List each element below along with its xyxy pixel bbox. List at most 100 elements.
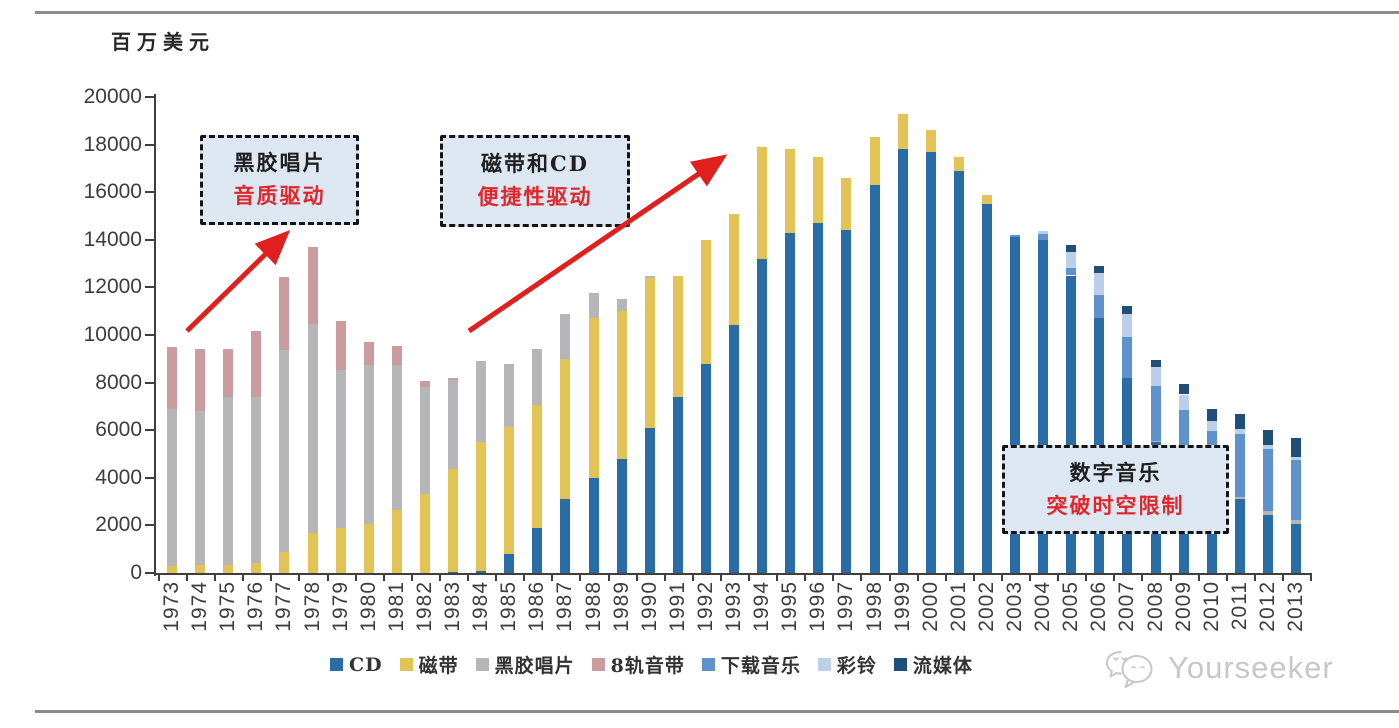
bar-segment-1983-8轨音带 xyxy=(448,377,458,381)
y-axis-tick-label: 4000 xyxy=(95,465,142,489)
x-axis-tick xyxy=(214,573,217,581)
bar-segment-1981-黑胶唱片 xyxy=(391,364,402,510)
bar-segment-2010-流媒体 xyxy=(1206,409,1217,422)
y-axis-tick xyxy=(145,524,154,527)
bar-segment-1981-8轨音带 xyxy=(391,346,402,365)
x-axis-tick xyxy=(579,573,582,581)
bar-segment-1975-磁带 xyxy=(223,564,234,573)
x-axis-tick xyxy=(944,573,947,581)
bar-segment-2009-流媒体 xyxy=(1178,383,1189,395)
bar-segment-1990-CD xyxy=(644,427,655,573)
bar-segment-2008-流媒体 xyxy=(1150,359,1161,368)
legend-swatch-彩铃 xyxy=(817,658,831,671)
y-axis-tick-label: 16000 xyxy=(83,180,142,204)
bar-segment-1981-磁带 xyxy=(391,509,402,573)
x-axis-tick xyxy=(467,573,470,581)
bar-segment-2006-下载音乐 xyxy=(1094,294,1105,319)
bar-segment-1989-磁带 xyxy=(616,311,627,459)
bar-segment-1977-黑胶唱片 xyxy=(279,350,290,552)
legend-label-黑胶唱片: 黑胶唱片 xyxy=(494,655,575,677)
x-axis-label-1978: 1978 xyxy=(300,581,324,632)
legend-swatch-下载音乐 xyxy=(701,658,715,671)
x-axis-label-1981: 1981 xyxy=(384,581,408,632)
bar-segment-1987-磁带 xyxy=(560,358,571,500)
legend-item-8轨音带: 8轨音带 xyxy=(591,651,685,678)
x-axis-label-2008: 2008 xyxy=(1143,581,1167,632)
x-axis-tick xyxy=(354,573,357,581)
bar-segment-1979-8轨音带 xyxy=(335,320,346,370)
bar-segment-1987-黑胶唱片 xyxy=(560,313,571,359)
bar-segment-1980-磁带 xyxy=(363,524,374,573)
bar-segment-1986-黑胶唱片 xyxy=(532,349,543,406)
bar-segment-2001-CD xyxy=(953,170,964,573)
x-axis-label-2013: 2013 xyxy=(1284,581,1307,632)
watermark: Yourseeker xyxy=(1104,644,1334,692)
bar-segment-1976-磁带 xyxy=(251,563,262,573)
x-axis-tick xyxy=(607,573,610,581)
bar-segment-1997-磁带 xyxy=(841,177,852,231)
legend-swatch-CD xyxy=(330,658,343,671)
x-axis-label-2001: 2001 xyxy=(946,581,970,632)
bar-segment-1994-CD xyxy=(757,258,768,573)
bar-segment-1976-8轨音带 xyxy=(251,331,262,397)
y-axis-tick xyxy=(145,286,154,289)
x-axis-tick xyxy=(382,573,385,581)
bar-segment-1982-磁带 xyxy=(419,494,430,573)
x-axis-tick xyxy=(298,573,301,581)
legend-swatch-8轨音带 xyxy=(591,658,605,671)
trend-arrow-1 xyxy=(185,230,291,333)
y-axis-tick xyxy=(145,476,154,479)
x-axis-label-1987: 1987 xyxy=(553,581,577,632)
legend-item-磁带: 磁带 xyxy=(399,651,459,678)
bar-segment-1985-CD xyxy=(504,553,515,573)
bar-segment-1988-黑胶唱片 xyxy=(588,293,599,319)
bar-segment-2008-黑胶唱片 xyxy=(1150,440,1161,443)
legend-item-黑胶唱片: 黑胶唱片 xyxy=(475,651,575,678)
bar-segment-2003-下载音乐 xyxy=(1010,235,1020,238)
x-axis-label-2007: 2007 xyxy=(1115,581,1139,632)
x-axis-tick xyxy=(832,573,835,581)
bar-segment-1978-8轨音带 xyxy=(307,246,318,325)
bar-segment-1985-磁带 xyxy=(504,426,515,554)
bar-segment-1980-8轨音带 xyxy=(363,342,374,365)
bar-segment-1978-黑胶唱片 xyxy=(307,324,318,533)
x-axis-tick xyxy=(326,573,329,581)
bar-segment-1988-CD xyxy=(588,477,599,573)
bar-segment-2012-彩铃 xyxy=(1262,445,1273,449)
legend-item-CD: CD xyxy=(330,654,383,676)
annotation-line2: 音质驱动 xyxy=(233,183,326,208)
legend-label-流媒体: 流媒体 xyxy=(912,655,973,677)
top-divider xyxy=(35,11,1399,14)
y-axis-tick-label: 20000 xyxy=(83,85,142,108)
bar-segment-2005-彩铃 xyxy=(1066,251,1077,269)
bar-segment-1989-黑胶唱片 xyxy=(616,299,627,312)
x-axis-label-1986: 1986 xyxy=(525,581,549,632)
x-axis-label-1973: 1973 xyxy=(160,581,183,632)
legend-label-CD: CD xyxy=(349,653,383,676)
x-axis-tick xyxy=(1310,573,1313,581)
bar-segment-2000-磁带 xyxy=(925,130,936,152)
bar-segment-1998-CD xyxy=(869,185,880,573)
x-axis-label-1985: 1985 xyxy=(497,581,521,632)
x-axis-tick xyxy=(635,573,638,581)
bar-segment-2011-流媒体 xyxy=(1234,413,1245,430)
bar-segment-2004-CD xyxy=(1038,239,1049,573)
x-axis-tick xyxy=(776,573,779,581)
bar-segment-1983-CD xyxy=(448,571,458,573)
x-axis-tick xyxy=(691,573,694,581)
bar-segment-2011-CD xyxy=(1234,499,1245,573)
x-axis-label-1979: 1979 xyxy=(328,581,352,632)
x-axis-label-1984: 1984 xyxy=(469,581,493,632)
y-axis-tick xyxy=(145,96,154,98)
y-axis-tick xyxy=(145,334,154,336)
y-axis-tick-label: 14000 xyxy=(83,227,142,251)
bar-segment-1974-8轨音带 xyxy=(195,349,206,412)
bar-segment-1990-黑胶唱片 xyxy=(644,275,655,278)
y-axis-tick-label: 12000 xyxy=(83,275,142,299)
bar-segment-1979-黑胶唱片 xyxy=(335,369,346,528)
y-axis-unit-label: 百万美元 xyxy=(111,30,215,54)
bar-segment-2005-流媒体 xyxy=(1066,244,1077,252)
bar-segment-2001-磁带 xyxy=(953,156,964,171)
x-axis-tick xyxy=(1281,573,1284,581)
legend-swatch-流媒体 xyxy=(893,658,907,671)
